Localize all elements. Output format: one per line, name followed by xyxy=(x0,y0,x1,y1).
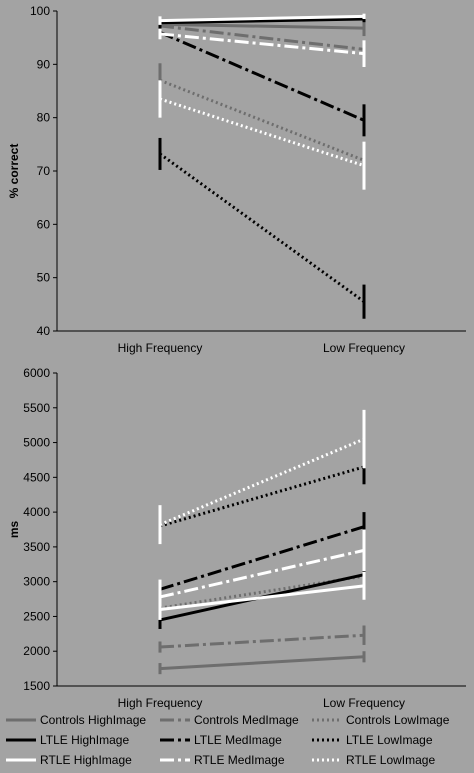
y-tick-label: 50 xyxy=(37,271,51,285)
data-point xyxy=(362,52,366,56)
data-point xyxy=(158,97,162,101)
y-tick-label: 100 xyxy=(30,4,50,18)
legend-label: LTLE HighImage xyxy=(40,733,129,747)
y-tick-label: 6000 xyxy=(23,366,50,380)
y-tick-label: 5500 xyxy=(23,401,50,415)
y-tick-label: 1500 xyxy=(23,679,50,693)
series-line xyxy=(159,17,365,25)
data-point xyxy=(362,164,366,168)
legend-label: RTLE LowImage xyxy=(346,753,435,767)
y-tick-label: 90 xyxy=(37,57,51,71)
series-line xyxy=(159,584,365,611)
series-line xyxy=(159,152,365,303)
data-point xyxy=(158,152,162,156)
y-tick-label: 4500 xyxy=(23,470,50,484)
reaction-time-chart: 1500 2000 2500 3000 3500 4000 4500 5000 5500 6000… xyxy=(7,366,466,710)
legend-label: Controls LowImage xyxy=(346,713,450,727)
series-line xyxy=(159,14,365,23)
legend-label: RTLE HighImage xyxy=(40,753,132,767)
x-tick-label: Low Frequency xyxy=(323,341,405,355)
y-tick-label: 3500 xyxy=(23,540,50,554)
series-line xyxy=(159,437,365,527)
series-line xyxy=(159,633,365,649)
data-point xyxy=(158,19,162,23)
accuracy-chart: 40 50 60 70 80 90 100 High Frequency Low Frequen… xyxy=(7,4,466,355)
y-tick-label: 3000 xyxy=(23,575,50,589)
series-line xyxy=(159,465,365,528)
data-point xyxy=(362,655,366,659)
x-tick-label: High Frequency xyxy=(118,341,203,355)
series-line xyxy=(159,525,365,591)
series-line xyxy=(159,24,365,51)
data-point xyxy=(158,595,162,599)
legend-label: LTLE LowImage xyxy=(346,733,433,747)
data-point xyxy=(362,118,366,122)
data-point xyxy=(362,633,366,637)
y-tick-label: 40 xyxy=(37,324,51,338)
data-point xyxy=(362,584,366,588)
x-tick-label: High Frequency xyxy=(118,696,203,710)
legend-label: Controls MedImage xyxy=(194,713,299,727)
y-tick-label: 80 xyxy=(37,111,51,125)
data-point xyxy=(362,548,366,552)
series-line xyxy=(159,32,365,56)
y-axis-label: % correct xyxy=(7,144,21,199)
data-point xyxy=(158,667,162,671)
y-tick-label: 4000 xyxy=(23,505,50,519)
data-point xyxy=(362,26,366,30)
y-tick-label: 60 xyxy=(37,217,51,231)
series-line xyxy=(159,548,365,599)
series-line xyxy=(159,97,365,168)
data-point xyxy=(362,14,366,18)
legend: Controls HighImage Controls MedImage Contr… xyxy=(6,713,450,767)
series-line xyxy=(159,22,365,30)
x-tick-label: Low Frequency xyxy=(323,696,405,710)
data-point xyxy=(158,523,162,527)
series-line xyxy=(159,30,365,122)
data-point xyxy=(158,32,162,36)
legend-label: Controls HighImage xyxy=(40,713,146,727)
y-tick-label: 2500 xyxy=(23,609,50,623)
data-point xyxy=(362,300,366,304)
data-point xyxy=(362,525,366,529)
legend-label: RTLE MedImage xyxy=(194,753,285,767)
y-axis-label: ms xyxy=(7,521,21,539)
y-tick-label: 5000 xyxy=(23,436,50,450)
series-line xyxy=(159,655,365,671)
y-tick-label: 2000 xyxy=(23,644,50,658)
data-point xyxy=(362,437,366,441)
data-point xyxy=(158,645,162,649)
legend-label: LTLE MedImage xyxy=(194,733,282,747)
y-tick-label: 70 xyxy=(37,164,51,178)
series-line xyxy=(159,78,365,162)
